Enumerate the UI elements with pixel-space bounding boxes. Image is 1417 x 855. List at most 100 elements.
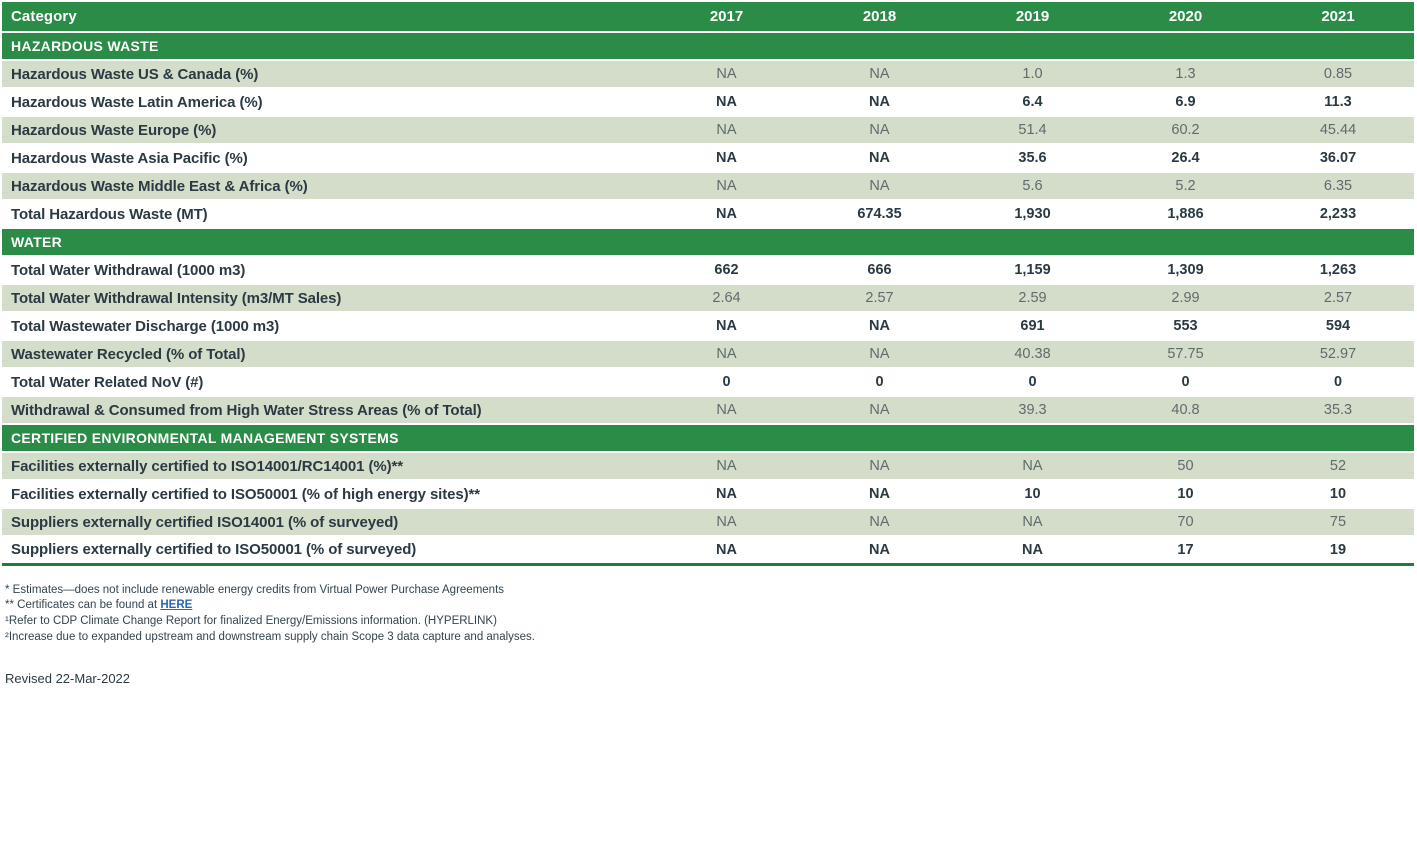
table-row: Suppliers externally certified to ISO500… [2, 536, 1414, 564]
cell-value: NA [650, 536, 803, 564]
cell-value: NA [650, 88, 803, 116]
table-row: Hazardous Waste Europe (%) NA NA 51.4 60.2 45… [2, 116, 1414, 144]
column-header-2017: 2017 [650, 2, 803, 32]
row-label: Total Water Withdrawal Intensity (m3/MT … [2, 284, 650, 312]
section-title: HAZARDOUS WASTE [2, 32, 1414, 60]
table-header-row: Category 2017 2018 2019 2020 2021 [2, 2, 1414, 32]
cell-value: 40.38 [956, 340, 1109, 368]
section-header-row: HAZARDOUS WASTE [2, 32, 1414, 60]
cell-value: 26.4 [1109, 144, 1262, 172]
here-link[interactable]: HERE [160, 599, 193, 612]
cell-value: NA [650, 60, 803, 88]
cell-value: 75 [1262, 508, 1414, 536]
cell-value: NA [803, 88, 956, 116]
column-header-2020: 2020 [1109, 2, 1262, 32]
row-label: Total Hazardous Waste (MT) [2, 200, 650, 228]
table-row: Suppliers externally certified ISO14001 … [2, 508, 1414, 536]
cell-value: 5.6 [956, 172, 1109, 200]
section-title: WATER [2, 228, 1414, 256]
row-label: Hazardous Waste Middle East & Africa (%) [2, 172, 650, 200]
row-label: Hazardous Waste Europe (%) [2, 116, 650, 144]
cell-value: NA [650, 116, 803, 144]
cell-value: 52 [1262, 452, 1414, 480]
cell-value: NA [650, 480, 803, 508]
footnote-cdp-marker: ¹ [5, 615, 9, 628]
column-header-2019: 2019 [956, 2, 1109, 32]
cell-value: 0 [956, 368, 1109, 396]
cell-value: 11.3 [1262, 88, 1414, 116]
cell-value: 1.0 [956, 60, 1109, 88]
cell-value: 1.3 [1109, 60, 1262, 88]
cell-value: 10 [956, 480, 1109, 508]
cell-value: NA [650, 144, 803, 172]
cell-value: NA [650, 172, 803, 200]
cell-value: 0 [650, 368, 803, 396]
cell-value: 50 [1109, 452, 1262, 480]
cell-value: 6.4 [956, 88, 1109, 116]
cell-value: NA [803, 60, 956, 88]
cell-value: 40.8 [1109, 396, 1262, 424]
cell-value: NA [650, 396, 803, 424]
table-row: Hazardous Waste Asia Pacific (%) NA NA 35.6… [2, 144, 1414, 172]
table-row: Total Water Related NoV (#) 0 0 0 0 0 [2, 368, 1414, 396]
footnote-certificates-text: ** Certificates can be found at [5, 599, 161, 612]
cell-value: 57.75 [1109, 340, 1262, 368]
cell-value: NA [803, 536, 956, 564]
cell-value: 2.99 [1109, 284, 1262, 312]
cell-value: 0 [803, 368, 956, 396]
table-row: Wastewater Recycled (% of Total) NA NA 40.3… [2, 340, 1414, 368]
footnote-cdp: ¹Refer to CDP Climate Change Report for … [5, 614, 1414, 630]
row-label: Facilities externally certified to ISO14… [2, 452, 650, 480]
footnote-scope3: ²Increase due to expanded upstream and d… [5, 630, 1414, 646]
cell-value: 666 [803, 256, 956, 284]
table-row: Withdrawal & Consumed from High Water St… [2, 396, 1414, 424]
footnote-scope3-text: Increase due to expanded upstream and do… [8, 630, 535, 643]
cell-value: 35.3 [1262, 396, 1414, 424]
cell-value: 1,886 [1109, 200, 1262, 228]
cell-value: 19 [1262, 536, 1414, 564]
cell-value: 1,159 [956, 256, 1109, 284]
cell-value: NA [956, 536, 1109, 564]
cell-value: NA [650, 452, 803, 480]
revised-date: Revised 22-Mar-2022 [5, 670, 131, 686]
cell-value: NA [956, 452, 1109, 480]
row-label: Total Wastewater Discharge (1000 m3) [2, 312, 650, 340]
table-row: Hazardous Waste Latin America (%) NA NA 6.4… [2, 88, 1414, 116]
column-header-2021: 2021 [1262, 2, 1414, 32]
cell-value: 39.3 [956, 396, 1109, 424]
cell-value: 10 [1109, 480, 1262, 508]
column-header-category: Category [2, 2, 650, 32]
cell-value: 6.35 [1262, 172, 1414, 200]
cell-value: NA [803, 508, 956, 536]
cell-value: 2.59 [956, 284, 1109, 312]
cell-value: NA [803, 144, 956, 172]
cell-value: 2.57 [803, 284, 956, 312]
row-label: Suppliers externally certified to ISO500… [2, 536, 650, 564]
table-row: Hazardous Waste Middle East & Africa (%)… [2, 172, 1414, 200]
cell-value: 674.35 [803, 200, 956, 228]
page: Category 2017 2018 2019 2020 2021 HAZARD… [2, 2, 1414, 686]
row-label: Suppliers externally certified ISO14001 … [2, 508, 650, 536]
cell-value: 691 [956, 312, 1109, 340]
row-label: Total Water Related NoV (#) [2, 368, 650, 396]
cell-value: NA [650, 340, 803, 368]
cell-value: 2,233 [1262, 200, 1414, 228]
cell-value: 1,930 [956, 200, 1109, 228]
table-row: Facilities externally certified to ISO50… [2, 480, 1414, 508]
table-row: Total Water Withdrawal (1000 m3) 662 666 1,… [2, 256, 1414, 284]
cell-value: NA [803, 480, 956, 508]
cell-value: NA [803, 312, 956, 340]
section-title: CERTIFIED ENVIRONMENTAL MANAGEMENT SYSTE… [2, 424, 1414, 452]
cell-value: 0 [1262, 368, 1414, 396]
row-label: Facilities externally certified to ISO50… [2, 480, 650, 508]
footnote-cdp-text: Refer to CDP Climate Change Report for f… [8, 615, 497, 628]
sustainability-metrics-table: Category 2017 2018 2019 2020 2021 HAZARD… [2, 2, 1414, 566]
cell-value: 60.2 [1109, 116, 1262, 144]
cell-value: NA [803, 452, 956, 480]
cell-value: 10 [1262, 480, 1414, 508]
row-label: Hazardous Waste Latin America (%) [2, 88, 650, 116]
cell-value: 662 [650, 256, 803, 284]
cell-value: NA [650, 312, 803, 340]
cell-value: 0 [1109, 368, 1262, 396]
cell-value: 2.64 [650, 284, 803, 312]
